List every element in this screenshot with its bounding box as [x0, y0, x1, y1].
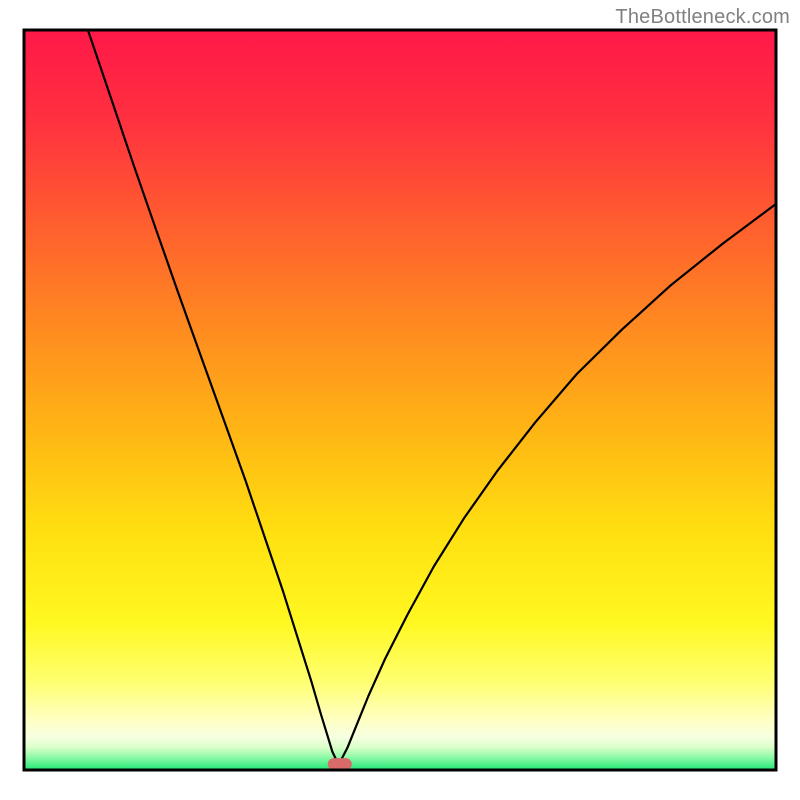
- minimum-marker: [328, 758, 352, 770]
- bottleneck-chart: [0, 0, 800, 800]
- watermark-text: TheBottleneck.com: [615, 6, 790, 29]
- figure-root: TheBottleneck.com: [0, 0, 800, 800]
- plot-background: [24, 30, 776, 770]
